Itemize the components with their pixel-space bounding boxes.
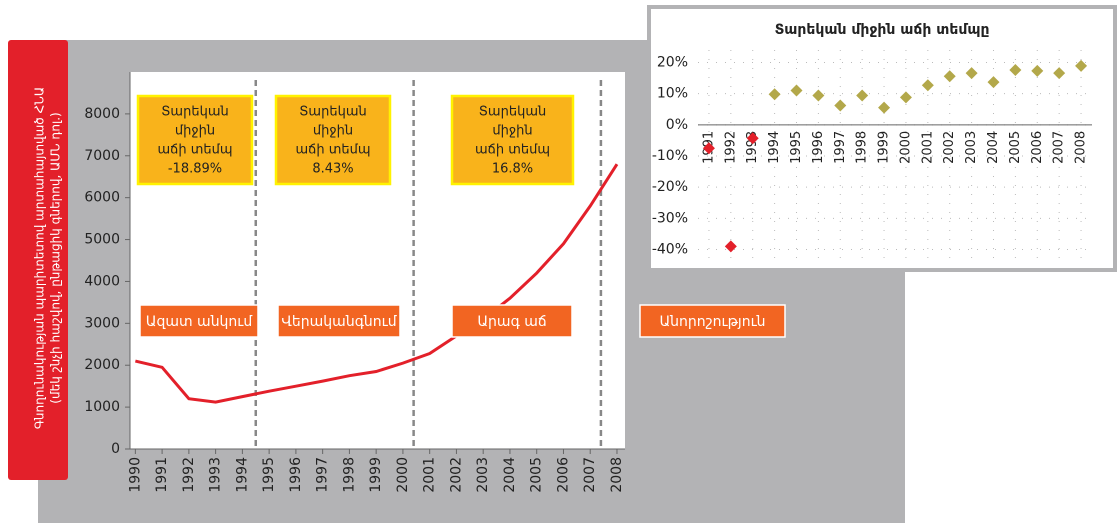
y-tick-label: -30% — [652, 210, 688, 226]
point — [1009, 63, 1022, 76]
phase-label: Արագ աճ — [477, 314, 546, 330]
rate-text: 8.43% — [312, 162, 353, 177]
x-tick-label: 2003 — [475, 457, 491, 493]
x-tick-label: 1997 — [833, 131, 848, 164]
y-axis-label: (մեկ շնչի հաշվով, ընթացիկ գներով, ԱՄՆ դո… — [49, 112, 63, 403]
point — [746, 132, 759, 145]
x-tick-label: 1998 — [855, 131, 870, 164]
x-tick-label: 2000 — [898, 131, 913, 164]
rate-text: Տարեկան — [299, 105, 366, 120]
x-tick-label: 1993 — [208, 457, 224, 493]
rate-text: Տարեկան — [479, 105, 546, 120]
y-axis-label: Գնողունակության պարիտետով արտահայտված ՀՆ… — [33, 87, 47, 429]
y-tick-label: 20% — [657, 54, 688, 70]
point — [921, 79, 934, 92]
point — [790, 84, 803, 97]
phase-box — [639, 304, 786, 338]
x-tick-label: 2007 — [582, 457, 598, 493]
x-tick-label: 2000 — [395, 457, 411, 493]
rate-text: աճի տեմպ — [157, 143, 232, 158]
y-tick-label: 8000 — [84, 106, 120, 122]
y-tick-label: 5000 — [84, 232, 120, 248]
x-tick-label: 1996 — [288, 457, 304, 493]
rate-text: աճի տեմպ — [295, 143, 370, 158]
rate-box — [450, 94, 575, 186]
y-tick-label: -40% — [652, 242, 688, 258]
x-tick-label: 1999 — [368, 457, 384, 493]
point — [768, 88, 781, 101]
y-tick-label: -20% — [652, 179, 688, 195]
point — [987, 76, 1000, 89]
x-tick-label: 2004 — [986, 131, 1001, 164]
phase-box — [451, 304, 573, 338]
x-tick-label: 2005 — [529, 457, 545, 493]
x-tick-label: 2006 — [1030, 131, 1045, 164]
x-tick-label: 1999 — [877, 131, 892, 164]
y-tick-label: 2000 — [84, 357, 120, 373]
inset-plot-area — [651, 9, 1113, 268]
x-tick-label: 1997 — [315, 457, 331, 493]
rate-text: միջին — [175, 124, 215, 139]
x-tick-label: 1990 — [127, 457, 143, 493]
rate-text: միջին — [313, 124, 353, 139]
data-line — [135, 163, 619, 404]
point — [1053, 67, 1066, 80]
x-tick-label: 1994 — [234, 457, 250, 493]
y-tick-label: 10% — [657, 86, 688, 102]
x-tick-label: 1992 — [181, 457, 197, 493]
x-tick-label: 2005 — [1008, 131, 1023, 164]
rate-text: աճի տեմպ — [475, 143, 550, 158]
point — [834, 99, 847, 112]
x-tick-label: 1995 — [261, 457, 277, 493]
x-tick-label: 2002 — [448, 457, 464, 493]
point — [899, 91, 912, 104]
point — [812, 89, 825, 102]
x-tick-label: 1991 — [154, 457, 170, 493]
x-tick-label: 2008 — [1074, 131, 1089, 164]
x-tick-label: 2001 — [422, 457, 438, 493]
rate-box — [136, 94, 254, 186]
phase-label: Ազատ անկում — [146, 314, 254, 330]
point — [856, 89, 869, 102]
rate-text: -18.89% — [168, 162, 222, 177]
y-tick-label: 3000 — [84, 315, 120, 331]
y-label-box — [8, 40, 68, 480]
phase-box — [277, 304, 401, 338]
inset-title: Տարեկան միջին աճի տեմպը — [775, 22, 990, 38]
point — [1031, 64, 1044, 77]
phase-label: Վերականգնում — [281, 314, 397, 330]
y-tick-label: 0% — [666, 117, 688, 133]
point — [943, 70, 956, 83]
point — [724, 240, 737, 253]
x-tick-label: 1998 — [341, 457, 357, 493]
y-tick-label: 0 — [111, 441, 120, 457]
x-tick-label: 2008 — [609, 457, 625, 493]
x-tick-label: 2006 — [555, 457, 571, 493]
y-tick-label: 7000 — [84, 148, 120, 164]
rate-box — [274, 94, 392, 186]
x-tick-label: 1996 — [811, 131, 826, 164]
x-tick-label: 1992 — [723, 131, 738, 164]
y-tick-label: 4000 — [84, 273, 120, 289]
x-tick-label: 1995 — [789, 131, 804, 164]
x-tick-label: 2007 — [1052, 131, 1067, 164]
rate-text: 16.8% — [492, 162, 533, 177]
point — [1075, 59, 1088, 72]
phase-box — [139, 304, 259, 338]
x-tick-label: 2004 — [502, 457, 518, 493]
x-tick-label: 2001 — [920, 131, 935, 164]
rate-text: Տարեկան — [161, 105, 228, 120]
y-tick-label: 6000 — [84, 190, 120, 206]
x-tick-label: 2003 — [964, 131, 979, 164]
rate-text: միջին — [492, 124, 532, 139]
y-tick-label: 1000 — [84, 399, 120, 415]
x-tick-label: 2002 — [942, 131, 957, 164]
phase-label: Անորոշություն — [659, 314, 765, 330]
point — [965, 67, 978, 80]
point — [878, 101, 891, 114]
y-tick-label: -10% — [652, 148, 688, 164]
point — [702, 142, 715, 155]
x-tick-label: 1994 — [767, 131, 782, 164]
